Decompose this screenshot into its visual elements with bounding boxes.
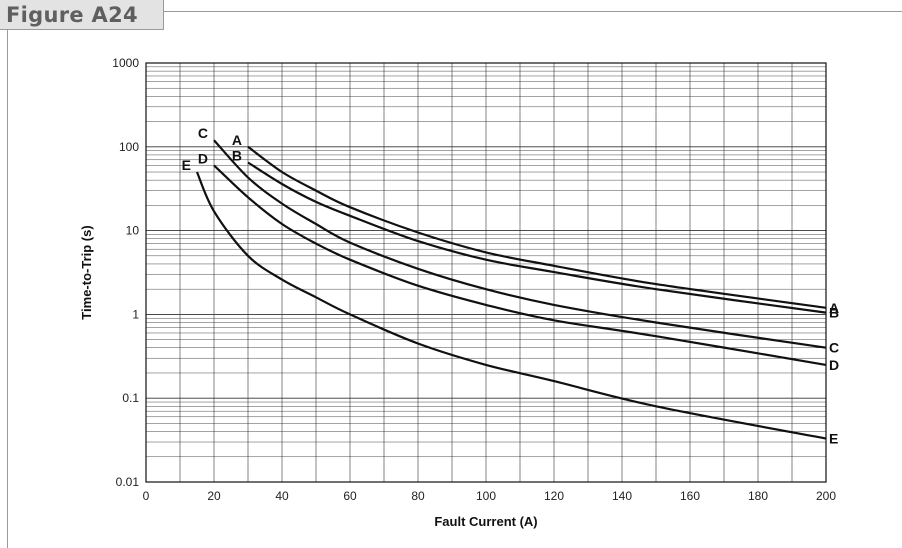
- left-rule: [7, 30, 8, 548]
- x-tick-label: 160: [680, 489, 700, 503]
- x-tick-label: 200: [816, 489, 836, 503]
- y-tick-label: 10: [126, 224, 140, 238]
- curve-e: [195, 171, 827, 440]
- curve-c: [213, 139, 827, 349]
- x-tick-label: 40: [275, 489, 289, 503]
- y-tick-label: 0.01: [116, 475, 140, 489]
- y-axis-title: Time-to-Trip (s): [79, 225, 94, 319]
- curve-label-end-c: C: [829, 340, 839, 356]
- y-tick-label: 0.1: [122, 391, 139, 405]
- curve-a: [247, 145, 827, 309]
- curve-label-start-a: A: [232, 132, 242, 148]
- header-rule: [164, 11, 902, 12]
- curve-label-end-e: E: [829, 431, 838, 447]
- figure-tab: Figure A24: [0, 0, 164, 30]
- curve-label-end-a: A: [829, 300, 839, 316]
- curve-b: [247, 161, 827, 314]
- x-tick-label: 80: [411, 489, 425, 503]
- figure-title: Figure A24: [6, 3, 138, 27]
- curve-label-start-c: C: [198, 125, 208, 141]
- y-tick-label: 100: [119, 140, 139, 154]
- plot-frame: [145, 62, 827, 483]
- curve-label-end-b: B: [829, 305, 839, 321]
- x-tick-label: 180: [748, 489, 768, 503]
- x-tick-label: 120: [544, 489, 564, 503]
- x-tick-label: 100: [476, 489, 496, 503]
- curve-label-start-d: D: [198, 150, 208, 166]
- curve-label-start-b: B: [232, 147, 242, 163]
- curve-label-end-d: D: [829, 357, 839, 373]
- x-tick-label: 0: [143, 489, 150, 503]
- x-tick-label: 20: [207, 489, 221, 503]
- y-tick-label: 1000: [112, 56, 139, 70]
- tick-labels: 0 20 40 60 80 100 120 140 160 180 200 0.01 0.1 1 10 100…: [112, 56, 836, 503]
- curve-d: [213, 164, 827, 366]
- x-tick-label: 60: [343, 489, 357, 503]
- x-axis-title: Fault Current (A): [434, 514, 537, 529]
- y-tick-label: 1: [132, 307, 139, 321]
- x-tick-label: 140: [612, 489, 632, 503]
- curve-label-start-e: E: [182, 157, 191, 173]
